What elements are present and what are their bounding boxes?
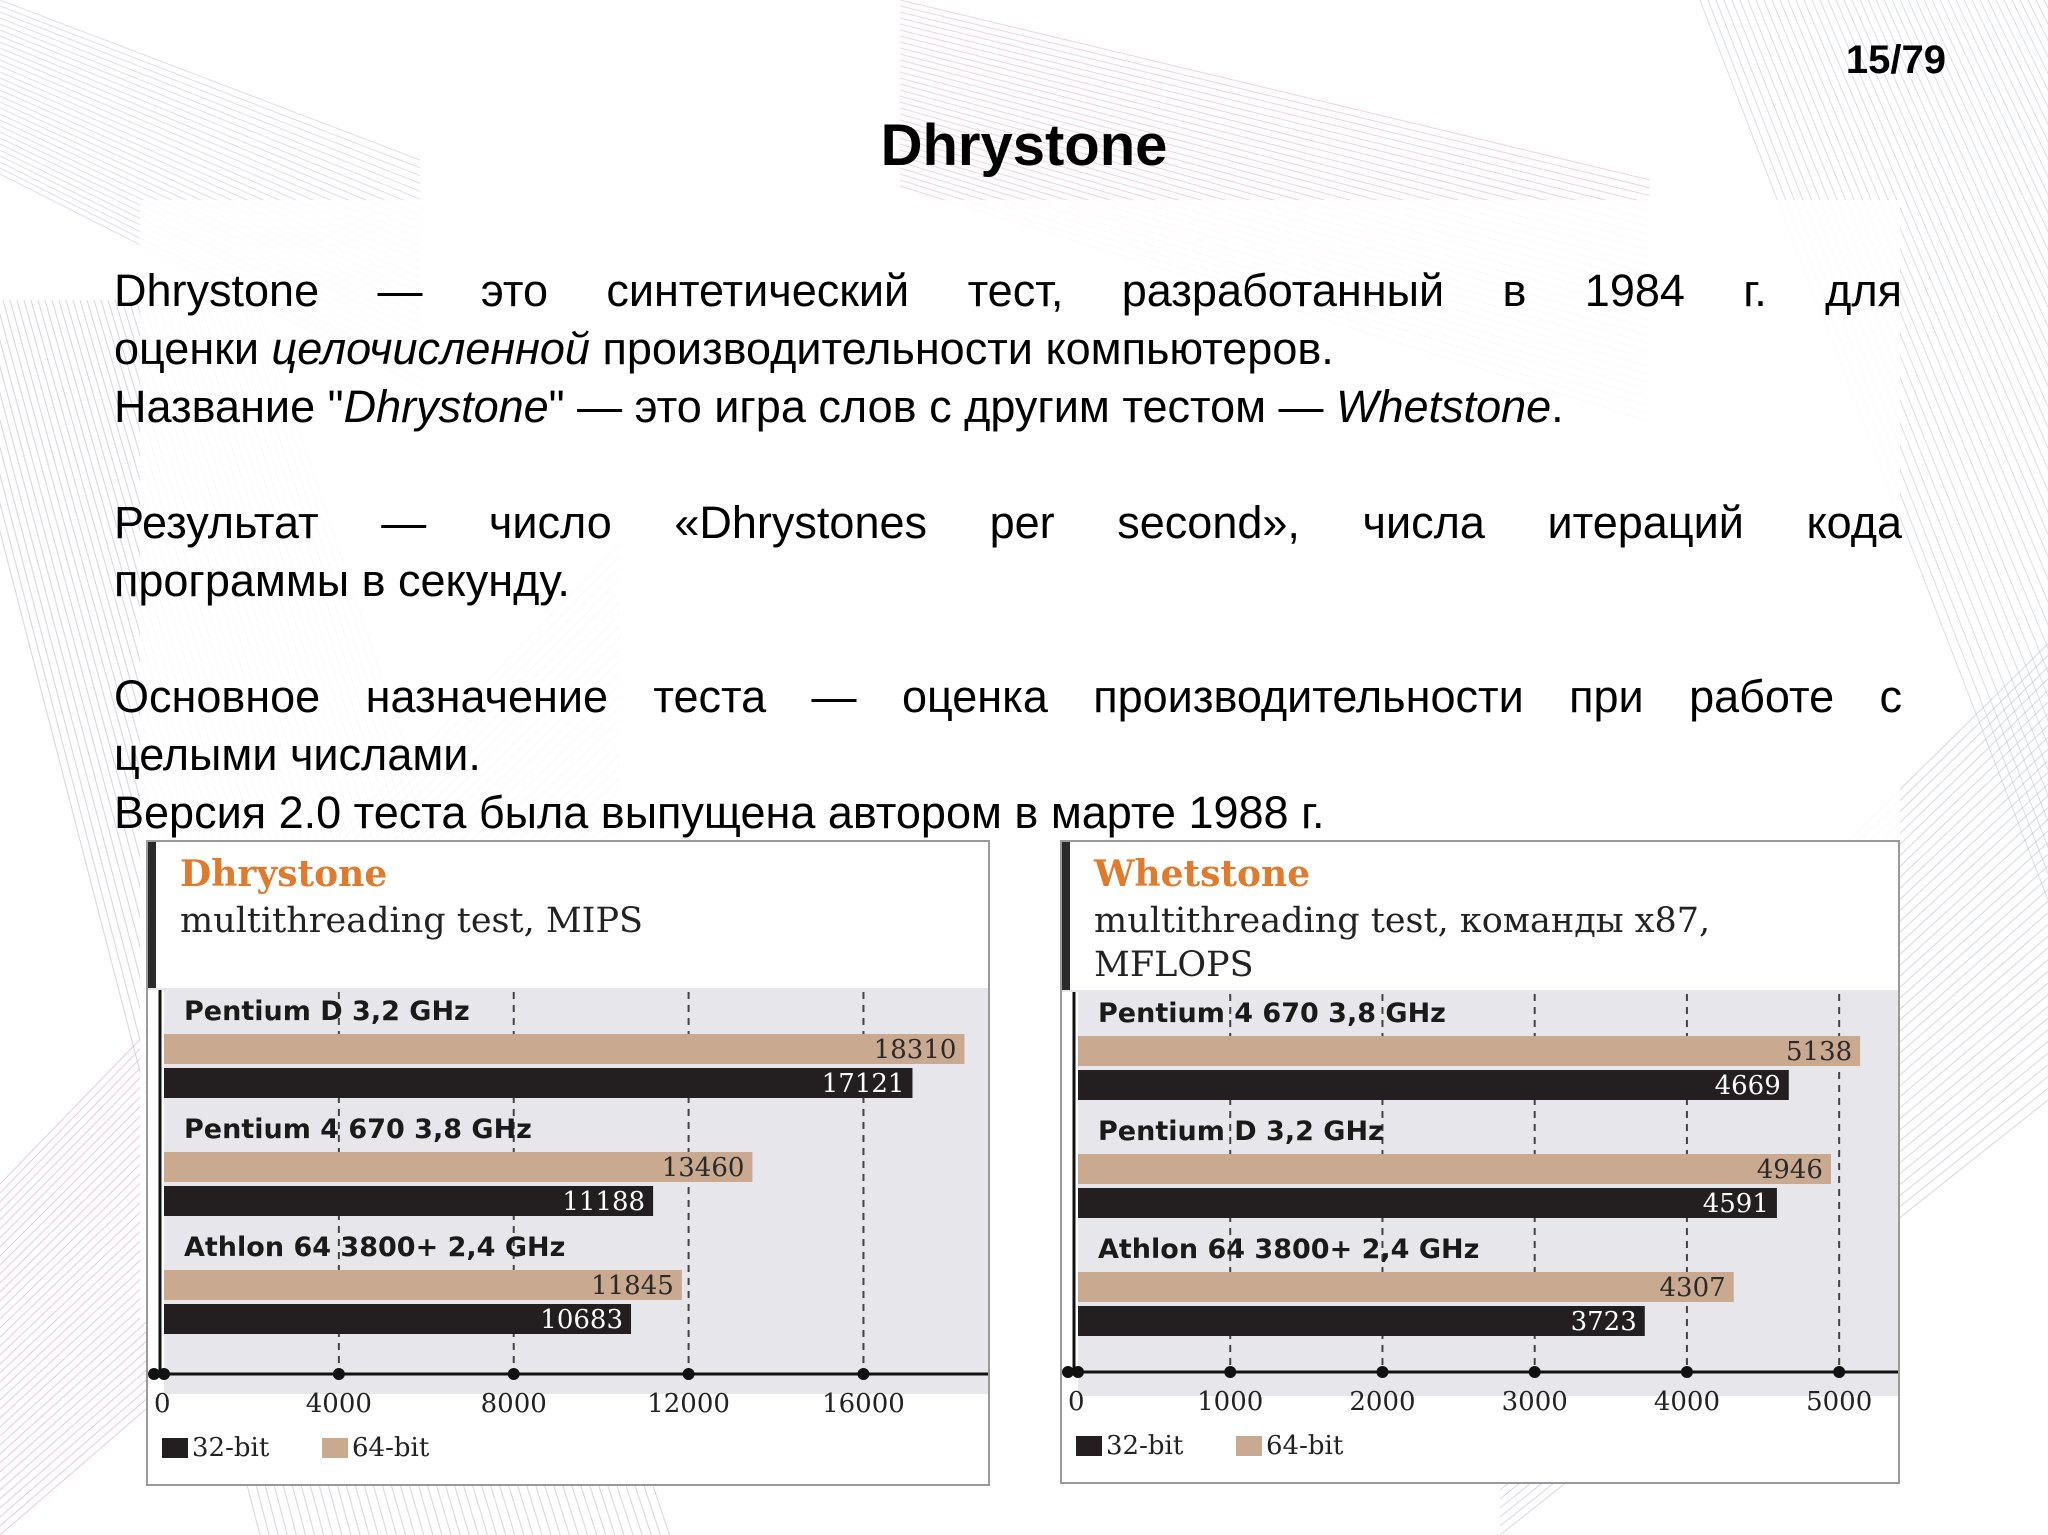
data-label: 10683 [540, 1305, 623, 1335]
paragraph-2: Название "Dhrystone" — это игра слов с д… [114, 378, 1902, 436]
tick-mark [682, 1368, 695, 1380]
data-label: 17121 [822, 1069, 905, 1099]
tick-mark [1224, 1366, 1237, 1378]
data-label: 13460 [662, 1153, 745, 1183]
data-label: 4591 [1703, 1189, 1769, 1219]
bar-32-bit-1 [164, 1186, 654, 1216]
legend-label: 64-bit [1266, 1431, 1344, 1461]
slide-body: Dhrystone — это синтетический тест, разр… [114, 262, 1902, 842]
tick-mark [158, 1368, 170, 1380]
category-label: Athlon 64 3800+ 2,4 GHz [184, 1232, 565, 1263]
data-label: 4946 [1757, 1155, 1823, 1185]
data-label: 5138 [1786, 1037, 1852, 1067]
slide-title: Dhrystone [880, 113, 1168, 178]
chart-title: Dhrystone [180, 853, 387, 895]
legend-swatch [322, 1438, 348, 1458]
tick-mark [1072, 1366, 1084, 1378]
text-run: Название " [114, 381, 344, 432]
tick-mark [332, 1368, 345, 1380]
legend-label: 32-bit [192, 1433, 270, 1463]
tick-label: 8000 [481, 1389, 547, 1419]
chart-title: Whetstone [1093, 853, 1310, 895]
tick-label: 16000 [822, 1389, 905, 1419]
tick-label: 4000 [306, 1389, 372, 1419]
chart-subtitle: MFLOPS [1094, 945, 1254, 985]
paragraph-gap [114, 610, 1902, 668]
tick-mark [1528, 1366, 1541, 1378]
tick-label: 0 [154, 1389, 171, 1419]
legend-swatch [162, 1438, 188, 1458]
category-label: Pentium D 3,2 GHz [184, 996, 470, 1027]
tick-mark [857, 1368, 870, 1380]
data-label: 18310 [874, 1035, 957, 1065]
text-run: . [1551, 381, 1564, 432]
data-label: 4669 [1715, 1071, 1781, 1101]
bar-64-bit-0 [1078, 1036, 1861, 1066]
paragraph-5: Версия 2.0 теста была выпущена автором в… [114, 787, 1325, 838]
whetstone-chart-svg: Whetstone multithreading test, команды x8… [1062, 842, 1898, 1461]
data-label: 3723 [1571, 1307, 1637, 1337]
axis-origin-dot [1062, 1366, 1074, 1378]
paragraph-1-line-1: Dhrystone — это синтетический тест, разр… [114, 265, 1902, 316]
emphasis-text: Dhrystone [343, 381, 549, 432]
bar-64-bit-2 [1078, 1272, 1734, 1302]
category-label: Athlon 64 3800+ 2,4 GHz [1098, 1234, 1479, 1265]
data-label: 4307 [1659, 1273, 1725, 1303]
plot-left-margin [148, 990, 164, 1394]
paragraph-gap [114, 436, 1902, 494]
legend-label: 64-bit [352, 1433, 430, 1463]
dhrystone-chart: Dhrystone multithreading test, MIPS Pentiu… [146, 840, 990, 1486]
legend-swatch [1076, 1436, 1102, 1456]
bar-32-bit-1 [1078, 1188, 1777, 1218]
text-run: " — это игра слов с другим тестом — [548, 381, 1337, 432]
bar-64-bit-1 [1078, 1154, 1831, 1184]
header-accent-bar [1062, 842, 1070, 990]
category-label: Pentium D 3,2 GHz [1098, 1116, 1384, 1147]
bar-32-bit-0 [164, 1068, 913, 1098]
bar-64-bit-0 [164, 1034, 965, 1064]
tick-mark [1376, 1366, 1389, 1378]
paragraph-4-line-1: Основное назначение теста — оценка произ… [114, 671, 1902, 722]
bar-32-bit-2 [164, 1304, 632, 1334]
header-accent-bar [148, 842, 156, 988]
legend-label: 32-bit [1106, 1431, 1184, 1461]
bar-32-bit-0 [1078, 1070, 1789, 1100]
bar-64-bit-1 [164, 1152, 753, 1182]
paragraph-3-line-2: программы в секунду. [114, 555, 570, 606]
category-label: Pentium 4 670 3,8 GHz [1098, 998, 1446, 1029]
tick-mark [1833, 1366, 1846, 1378]
plot-left-margin [1062, 992, 1078, 1396]
text-run: оценки [114, 323, 272, 374]
data-label: 11845 [591, 1271, 674, 1301]
data-label: 11188 [562, 1187, 645, 1217]
bar-64-bit-2 [164, 1270, 682, 1300]
emphasis-text: Whetstone [1336, 381, 1552, 432]
tick-label: 3000 [1502, 1387, 1568, 1417]
tick-label: 0 [1068, 1387, 1085, 1417]
tick-mark [1680, 1366, 1693, 1378]
tick-label: 12000 [647, 1389, 730, 1419]
page-number: 15/79 [1845, 38, 1946, 82]
dhrystone-chart-svg: Dhrystone multithreading test, MIPS Pentiu… [148, 842, 988, 1463]
emphasis-text: целочисленной [271, 323, 590, 374]
axis-origin-dot [148, 1368, 160, 1380]
chart-subtitle: multithreading test, команды x87, [1094, 901, 1710, 941]
category-label: Pentium 4 670 3,8 GHz [184, 1114, 532, 1145]
text-run: производительности компьютеров. [589, 323, 1334, 374]
tick-label: 4000 [1654, 1387, 1720, 1417]
chart-subtitle: multithreading test, MIPS [180, 901, 643, 941]
whetstone-chart: Whetstone multithreading test, команды x8… [1060, 840, 1900, 1484]
bar-32-bit-2 [1078, 1306, 1645, 1336]
legend-swatch [1236, 1436, 1262, 1456]
tick-mark [507, 1368, 520, 1380]
paragraph-1-line-2: оценки целочисленной производительности … [114, 320, 1902, 378]
tick-label: 2000 [1349, 1387, 1415, 1417]
paragraph-4-line-2: целыми числами. [114, 729, 481, 780]
tick-label: 5000 [1806, 1387, 1872, 1417]
paragraph-3-line-1: Результат — число «Dhrystones per second… [114, 497, 1902, 548]
tick-label: 1000 [1197, 1387, 1263, 1417]
